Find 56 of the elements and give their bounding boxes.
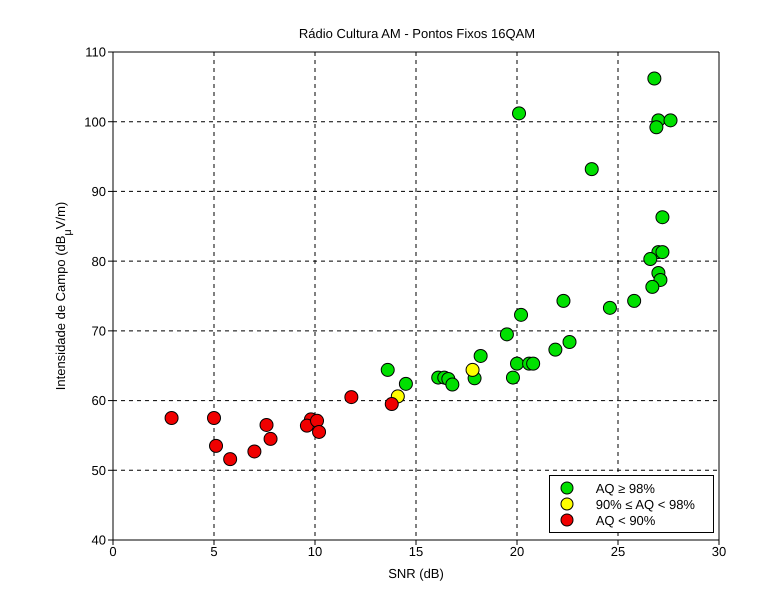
point [207,411,221,425]
point [500,327,514,342]
point [223,452,238,466]
point [380,362,395,377]
y-tick-label: 80 [92,254,106,269]
point [300,418,314,433]
point [602,300,617,315]
point [445,378,460,392]
y-tick-label: 60 [92,393,106,408]
y-tick-label: 110 [85,44,106,60]
y-tick-label: 40 [92,532,106,548]
point [655,245,670,260]
point [556,294,570,308]
x-tick-label: 20 [510,544,524,560]
x-tick-label: 25 [610,544,626,560]
point [260,418,274,432]
point [655,210,670,224]
point [649,120,664,134]
point [474,348,488,363]
point [647,71,662,86]
point [344,390,358,404]
point [310,414,324,428]
point [506,370,520,385]
point [264,432,278,446]
point [627,294,642,308]
x-tick-label: 15 [408,544,424,560]
point [643,252,658,266]
x-tick-label: 10 [308,544,322,560]
point [514,308,528,322]
x-tick-label: 5 [210,544,218,560]
y-tick-label: 50 [92,462,106,478]
legend-label: 90% ≤ AQ < 98% [596,496,695,512]
legend-label: AQ ≥ 98% [596,480,655,496]
x-axis-title: SNR (dB) [388,566,444,581]
point [584,162,599,176]
point [512,106,526,120]
chart-title: Rádio Cultura AM - Pontos Fixos 16QAM [298,26,536,41]
point [209,438,224,453]
point [164,411,179,425]
point [398,376,413,391]
point [510,356,524,371]
point [466,362,480,377]
x-tick-label: 30 [712,544,726,560]
point [548,342,562,357]
point [562,335,577,350]
y-tick-label: 70 [92,323,106,338]
point [247,444,262,458]
y-tick-label: 90 [92,184,106,200]
point [526,356,540,371]
point [645,280,660,294]
point [384,397,399,412]
legend-label: AQ < 90% [596,512,656,528]
point [312,424,326,439]
y-tick-label: 100 [84,114,106,130]
point [664,113,678,128]
x-tick-label: 0 [109,544,117,560]
